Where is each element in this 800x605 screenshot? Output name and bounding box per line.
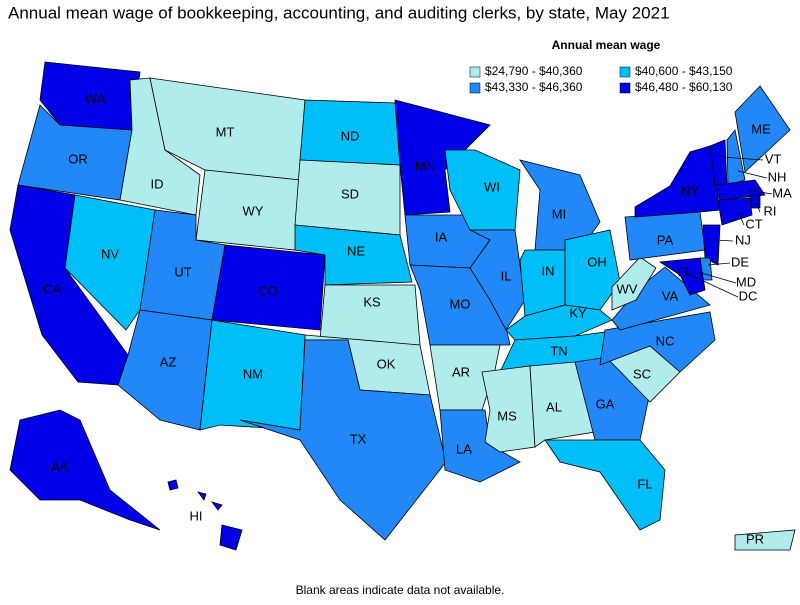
state-label: IN: [542, 263, 555, 278]
leader-line: [737, 211, 745, 226]
state-region: [519, 249, 566, 317]
state-label: SC: [633, 366, 651, 381]
state-region: [634, 145, 721, 218]
footnote: Blank areas indicate data not available.: [296, 583, 505, 597]
state-label: MO: [450, 296, 471, 311]
state-label: NE: [347, 243, 365, 258]
state-region: [211, 244, 326, 331]
state-label: WI: [484, 179, 500, 194]
state-label: ND: [341, 128, 360, 143]
labels: WA OR CA NV ID MT WY UT CO AZ NM ND SD NE KS OK TX MN IA MO…: [43, 91, 792, 546]
state-label: NC: [656, 333, 675, 348]
leader-line: [747, 189, 773, 195]
state-region: [734, 85, 791, 173]
state-label: WA: [85, 91, 106, 106]
state-label: CO: [258, 283, 278, 298]
state-label: RI: [764, 203, 777, 218]
state-region: [9, 409, 161, 531]
leader-line: [714, 239, 734, 242]
legend-swatch: [619, 66, 631, 78]
state-label: LA: [456, 441, 472, 456]
state-label: CA: [43, 281, 61, 296]
state-label: AK: [51, 459, 69, 474]
state-region: [564, 229, 621, 311]
legend-label: $40,600 - $43,150: [635, 64, 733, 78]
state-label: NH: [768, 169, 787, 184]
state-label: HI: [190, 508, 203, 523]
state-label: VT: [765, 151, 782, 166]
state-region: [199, 319, 306, 431]
legend-swatch: [619, 82, 631, 94]
state-region: [702, 224, 721, 266]
state-label: MA: [772, 185, 792, 200]
state-label: AZ: [160, 354, 177, 369]
state-region: [734, 529, 796, 551]
states: [9, 61, 796, 551]
state-label: AR: [452, 364, 470, 379]
legend-label: $43,330 - $46,360: [485, 80, 583, 94]
leader-line: [737, 170, 768, 179]
state-label: MI: [552, 206, 566, 221]
state-region: [239, 339, 447, 541]
state-label: TX: [350, 431, 367, 446]
state-label: PR: [746, 531, 764, 546]
state-region: [749, 194, 761, 209]
state-label: WY: [243, 203, 264, 218]
state-label: KS: [363, 294, 381, 309]
state-label: NM: [243, 366, 263, 381]
state-label: FL: [637, 476, 652, 491]
legend-swatch: [469, 82, 481, 94]
state-label: NJ: [735, 232, 751, 247]
legend-title: Annual mean wage: [552, 38, 661, 52]
state-label: ME: [751, 121, 771, 136]
state-region: [469, 229, 526, 331]
state-label: DC: [739, 288, 758, 303]
state-label: NY: [681, 183, 699, 198]
leader-line: [755, 202, 761, 213]
state-region: [439, 409, 521, 483]
leader-line: [683, 271, 739, 298]
state-label: MT: [216, 124, 235, 139]
state-label: WV: [617, 281, 638, 296]
state-label: MS: [497, 408, 517, 423]
state-region: [167, 479, 243, 551]
state-region: [611, 256, 657, 311]
state-region: [394, 99, 491, 216]
state-label: IL: [501, 268, 512, 283]
state-region: [117, 309, 213, 431]
state-label: OH: [587, 254, 607, 269]
state-label: GA: [596, 396, 615, 411]
state-region: [544, 439, 666, 531]
legend-label: $46,480 - $60,130: [635, 80, 733, 94]
legend-label: $24,790 - $40,360: [485, 64, 583, 78]
state-region: [64, 194, 156, 331]
state-label: KY: [569, 305, 587, 320]
state-label: MN: [415, 158, 435, 173]
state-label: DE: [731, 254, 749, 269]
state-label: UT: [174, 264, 191, 279]
state-label: CT: [745, 216, 762, 231]
state-label: PA: [657, 232, 674, 247]
state-label: OR: [68, 151, 88, 166]
state-region: [717, 197, 753, 226]
state-label: MD: [736, 274, 756, 289]
state-region: [658, 257, 706, 296]
state-label: OK: [377, 356, 396, 371]
state-label: NV: [101, 246, 119, 261]
leader-line: [721, 156, 764, 161]
map-title: Annual mean wage of bookkeeping, account…: [8, 3, 670, 22]
state-label: SD: [341, 186, 359, 201]
state-label: TN: [550, 343, 567, 358]
leader-line: [697, 271, 737, 284]
state-label: AL: [546, 399, 562, 414]
state-label: VA: [662, 288, 679, 303]
state-label: ID: [151, 176, 164, 191]
legend-swatch: [469, 66, 481, 78]
state-region: [529, 361, 596, 448]
state-label: IA: [435, 229, 448, 244]
leader-line: [707, 262, 731, 266]
state-region: [678, 267, 688, 277]
